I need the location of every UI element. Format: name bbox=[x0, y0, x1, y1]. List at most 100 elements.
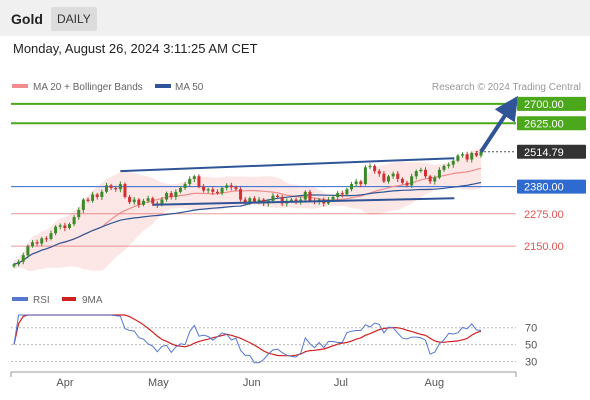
candle-body bbox=[91, 194, 95, 201]
candle-body bbox=[252, 198, 256, 203]
candle-body bbox=[276, 195, 280, 197]
candle-body bbox=[474, 153, 478, 156]
candle-body bbox=[424, 169, 428, 177]
x-tick-label-may: May bbox=[148, 377, 169, 389]
rsi-tick-label-70: 70 bbox=[525, 323, 537, 335]
candle-body bbox=[387, 176, 391, 182]
candle-body bbox=[12, 264, 16, 267]
candle-body bbox=[123, 184, 127, 197]
level-label-support: 2275.00 bbox=[524, 209, 564, 221]
candle-body bbox=[456, 155, 460, 161]
candle-body bbox=[114, 187, 118, 190]
candle-body bbox=[396, 173, 400, 179]
candle-body bbox=[77, 209, 81, 218]
candle-body bbox=[410, 176, 414, 186]
candle-body bbox=[188, 178, 192, 185]
candle-body bbox=[81, 199, 85, 210]
moving-averages bbox=[13, 167, 482, 265]
legend-swatch-rsi bbox=[12, 297, 28, 301]
candle-body bbox=[447, 164, 451, 166]
level-label-pivot: 2380.00 bbox=[524, 182, 564, 194]
instrument-title: Gold bbox=[11, 11, 43, 27]
candle-body bbox=[67, 224, 71, 229]
candle-body bbox=[220, 187, 224, 194]
level-label-box-resistance bbox=[517, 116, 586, 131]
candle-body bbox=[479, 151, 483, 156]
candle-body bbox=[206, 189, 210, 191]
channel-lower-line bbox=[152, 197, 455, 206]
legend-swatch-9ma bbox=[62, 297, 76, 301]
candle-body bbox=[86, 199, 90, 201]
candle-body bbox=[470, 153, 474, 160]
candle-body bbox=[289, 199, 293, 201]
candle-body bbox=[428, 176, 432, 182]
candle-body bbox=[72, 217, 76, 225]
candle-body bbox=[234, 187, 238, 190]
candle-body bbox=[95, 194, 99, 197]
candle-body bbox=[202, 186, 206, 191]
trend-channel bbox=[120, 157, 455, 206]
candle-body bbox=[373, 165, 377, 172]
key-levels bbox=[11, 102, 516, 247]
candle-body bbox=[197, 176, 201, 187]
candle-body bbox=[44, 238, 48, 240]
legend-swatch-ma20 bbox=[12, 84, 28, 88]
candle-body bbox=[308, 191, 312, 201]
level-label-current_price: 2514.79 bbox=[524, 147, 564, 159]
x-tick-label-jul: Jul bbox=[334, 377, 348, 389]
rsi-lines bbox=[13, 314, 482, 364]
rsi-9ma-line bbox=[13, 314, 482, 357]
candle-body bbox=[174, 191, 178, 197]
level-label-box-pivot bbox=[517, 179, 586, 194]
legend-label-ma50: MA 50 bbox=[175, 82, 204, 93]
x-tick-label-apr: Apr bbox=[56, 377, 73, 389]
ma50-line bbox=[13, 181, 482, 265]
candle-body bbox=[433, 177, 437, 182]
legend-label-ma20: MA 20 + Bollinger Bands bbox=[33, 82, 143, 93]
candle-body bbox=[21, 255, 25, 262]
candle-body bbox=[382, 173, 386, 182]
rsi-gridlines: 70 50 30 bbox=[11, 323, 537, 369]
candle-body bbox=[437, 169, 441, 178]
chart-panel bbox=[0, 36, 590, 400]
candle-body bbox=[359, 181, 363, 185]
channel-upper-line bbox=[120, 157, 455, 173]
candle-body bbox=[17, 261, 21, 265]
candle-body bbox=[225, 185, 229, 188]
candle-body bbox=[280, 196, 284, 204]
level-label-support: 2150.00 bbox=[524, 241, 564, 253]
forecast-arrow-line bbox=[479, 95, 518, 153]
rsi-tick-label-50: 50 bbox=[525, 340, 537, 352]
candle-body bbox=[141, 200, 145, 205]
candle-body bbox=[178, 187, 182, 192]
candle-body bbox=[303, 191, 307, 200]
source-note: Research © 2024 Trading Central bbox=[432, 82, 581, 93]
candle-body bbox=[391, 173, 395, 177]
tab-daily[interactable]: DAILY bbox=[51, 7, 97, 31]
candle-body bbox=[400, 178, 404, 183]
level-label-box-current_price bbox=[517, 144, 586, 159]
candle-body bbox=[49, 233, 53, 239]
candle-body bbox=[340, 193, 344, 195]
candle-body bbox=[377, 171, 381, 174]
candle-body bbox=[132, 199, 136, 203]
candle-body bbox=[160, 199, 164, 205]
forecast-arrow bbox=[479, 95, 518, 153]
candle-body bbox=[63, 225, 67, 229]
candle-body bbox=[257, 199, 261, 203]
candle-body bbox=[414, 171, 418, 177]
candle-body bbox=[405, 182, 409, 186]
candle-body bbox=[442, 165, 446, 170]
legend-label-rsi: RSI bbox=[33, 295, 50, 306]
candle-body bbox=[40, 238, 44, 244]
candles bbox=[12, 149, 483, 268]
candle-body bbox=[368, 165, 372, 168]
candle-body bbox=[58, 225, 62, 227]
legend-swatch-ma50 bbox=[155, 84, 171, 88]
candle-body bbox=[100, 191, 104, 197]
candle-body bbox=[54, 226, 58, 234]
legend-label-9ma: 9MA bbox=[82, 295, 103, 306]
candle-body bbox=[215, 191, 219, 194]
candle-body bbox=[248, 198, 252, 203]
